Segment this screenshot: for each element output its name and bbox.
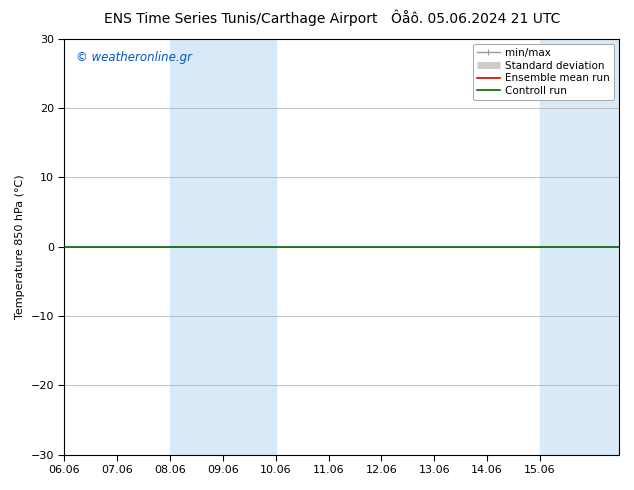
Text: Ôåô. 05.06.2024 21 UTC: Ôåô. 05.06.2024 21 UTC [391, 12, 560, 26]
Y-axis label: Temperature 850 hPa (°C): Temperature 850 hPa (°C) [15, 174, 25, 319]
Legend: min/max, Standard deviation, Ensemble mean run, Controll run: min/max, Standard deviation, Ensemble me… [472, 44, 614, 100]
Text: ENS Time Series Tunis/Carthage Airport: ENS Time Series Tunis/Carthage Airport [104, 12, 378, 26]
Bar [593, 39, 634, 455]
Bar [223, 39, 276, 455]
Bar [170, 39, 223, 455]
Bar [540, 39, 593, 455]
Text: © weatheronline.gr: © weatheronline.gr [75, 51, 191, 64]
